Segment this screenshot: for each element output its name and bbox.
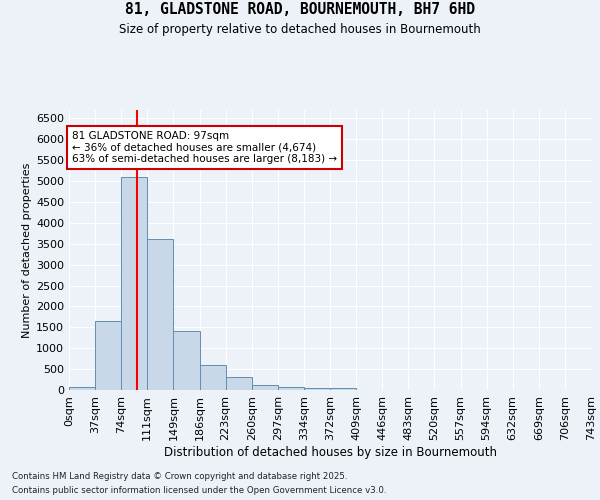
Bar xyxy=(95,322,121,390)
Text: Contains public sector information licensed under the Open Government Licence v3: Contains public sector information licen… xyxy=(12,486,386,495)
X-axis label: Distribution of detached houses by size in Bournemouth: Distribution of detached houses by size … xyxy=(163,446,497,458)
Text: Size of property relative to detached houses in Bournemouth: Size of property relative to detached ho… xyxy=(119,22,481,36)
Text: 81, GLADSTONE ROAD, BOURNEMOUTH, BH7 6HD: 81, GLADSTONE ROAD, BOURNEMOUTH, BH7 6HD xyxy=(125,2,475,18)
Bar xyxy=(148,238,173,390)
Bar xyxy=(173,330,199,390)
Bar xyxy=(199,364,226,390)
Bar xyxy=(330,388,356,390)
Bar xyxy=(278,386,304,390)
Text: Contains HM Land Registry data © Crown copyright and database right 2025.: Contains HM Land Registry data © Crown c… xyxy=(12,472,347,481)
Bar xyxy=(252,384,278,390)
Bar xyxy=(304,388,330,390)
Y-axis label: Number of detached properties: Number of detached properties xyxy=(22,162,32,338)
Bar xyxy=(69,388,95,390)
Bar xyxy=(121,177,148,390)
Text: 81 GLADSTONE ROAD: 97sqm
← 36% of detached houses are smaller (4,674)
63% of sem: 81 GLADSTONE ROAD: 97sqm ← 36% of detach… xyxy=(72,131,337,164)
Bar xyxy=(226,377,252,390)
